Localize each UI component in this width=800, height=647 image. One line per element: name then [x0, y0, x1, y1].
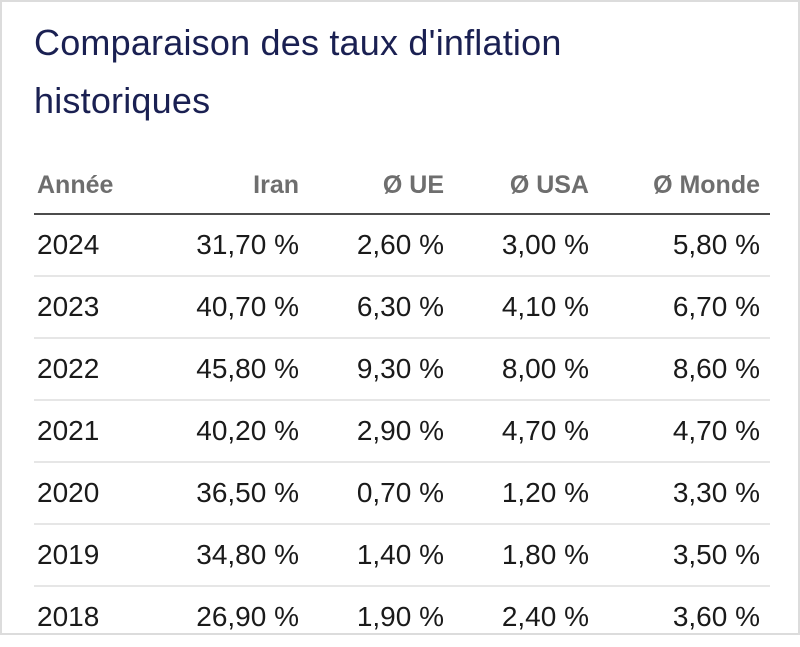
year-cell: 2024 [34, 214, 164, 277]
column-header-usa: Ø USA [454, 152, 599, 215]
value-cell: 6,30 % [309, 276, 454, 339]
value-cell: 1,40 % [309, 524, 454, 587]
value-cell: 8,00 % [454, 338, 599, 401]
table-row-2023: 2023 40,70 % 6,30 % 4,10 % 6,70 % [34, 276, 770, 339]
value-cell: 31,70 % [164, 214, 309, 277]
value-cell: 3,30 % [599, 462, 770, 525]
year-cell: 2019 [34, 524, 164, 587]
column-header-ue: Ø UE [309, 152, 454, 215]
value-cell: 4,10 % [454, 276, 599, 339]
value-cell: 2,40 % [501, 601, 589, 632]
value-cell: 26,90 % [196, 601, 299, 632]
value-cell: 1,80 % [454, 524, 599, 587]
value-cell: 2,60 % [309, 214, 454, 277]
table-header-row: Année Iran Ø UE Ø USA Ø Monde [34, 152, 770, 215]
year-cell: 2018 [37, 601, 100, 632]
value-cell: 1,20 % [454, 462, 599, 525]
value-cell: 3,50 % [599, 524, 770, 587]
value-cell: 9,30 % [309, 338, 454, 401]
year-cell: 2020 [34, 462, 164, 525]
value-cell: 2,90 % [309, 400, 454, 463]
value-cell: 45,80 % [164, 338, 309, 401]
table-row-2024: 2024 31,70 % 2,60 % 3,00 % 5,80 % [34, 214, 770, 277]
table-header: Année Iran Ø UE Ø USA Ø Monde [34, 152, 770, 215]
value-cell: 6,70 % [599, 276, 770, 339]
year-cell: 2023 [34, 276, 164, 339]
column-header-monde: Ø Monde [599, 152, 770, 215]
table-row-2018: 2018 26,90 % 1,90 % 2,40 % 3,60 % [34, 586, 770, 647]
value-cell: 1,90 % [356, 601, 444, 632]
value-cell: 36,50 % [164, 462, 309, 525]
value-cell: 3,00 % [454, 214, 599, 277]
value-cell: 3,60 % [672, 601, 760, 632]
value-cell: 34,80 % [164, 524, 309, 587]
value-cell: 4,70 % [599, 400, 770, 463]
page-title: Comparaison des taux d'inflation histori… [34, 22, 562, 121]
year-cell: 2021 [34, 400, 164, 463]
table-row-2022: 2022 45,80 % 9,30 % 8,00 % 8,60 % [34, 338, 770, 401]
table-row-2021: 2021 40,20 % 2,90 % 4,70 % 4,70 % [34, 400, 770, 463]
value-cell: 8,60 % [599, 338, 770, 401]
value-cell: 5,80 % [599, 214, 770, 277]
column-header-ann-e: Année [34, 152, 164, 215]
page: Comparaison des taux d'inflation histori… [2, 14, 798, 647]
column-header-iran: Iran [164, 152, 309, 215]
year-cell: 2022 [34, 338, 164, 401]
table-body: 2024 31,70 % 2,60 % 3,00 % 5,80 % 2023 40,70 %… [34, 214, 770, 647]
value-cell: 40,20 % [164, 400, 309, 463]
table-row-2020: 2020 36,50 % 0,70 % 1,20 % 3,30 % [34, 462, 770, 525]
value-cell: 4,70 % [454, 400, 599, 463]
value-cell: 0,70 % [309, 462, 454, 525]
value-cell: 40,70 % [164, 276, 309, 339]
inflation-table: Année Iran Ø UE Ø USA Ø Monde 2024 31,70 % 2,6… [34, 152, 770, 647]
table-row-2019: 2019 34,80 % 1,40 % 1,80 % 3,50 % [34, 524, 770, 587]
